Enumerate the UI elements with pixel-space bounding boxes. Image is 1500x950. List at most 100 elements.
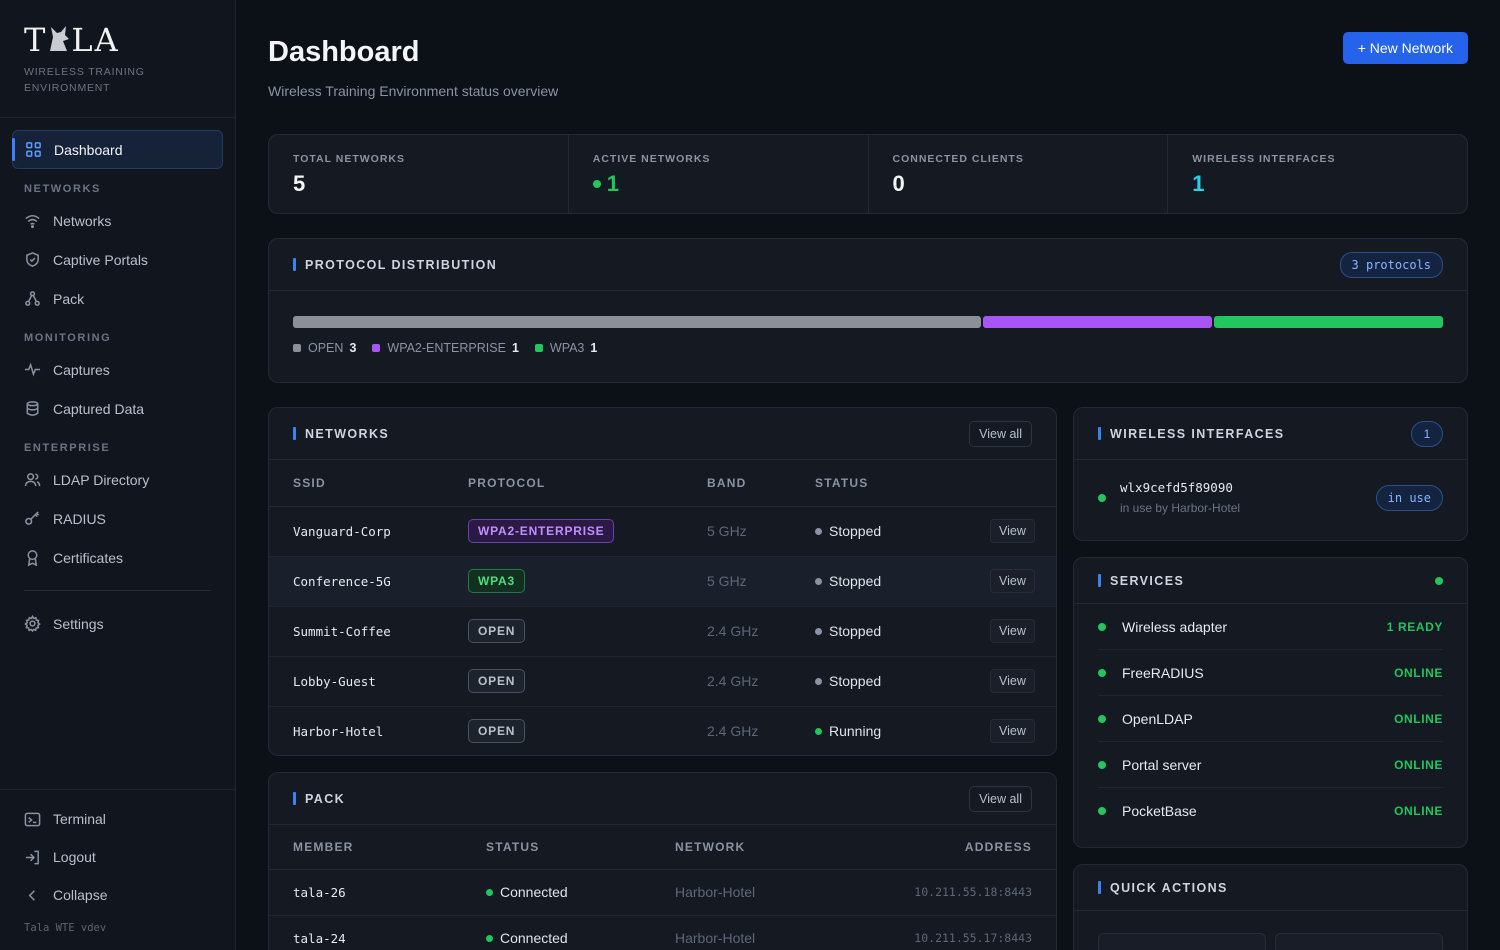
cell-protocol: OPEN [444,706,683,756]
networks-view-all-button[interactable]: View all [969,420,1032,447]
services-panel: SERVICES Wireless adapter 1 READY FreeRA… [1073,557,1468,848]
sidebar-item-networks[interactable]: Networks [12,201,223,240]
nav-divider [24,590,211,591]
protocol-badge: OPEN [468,619,526,643]
nodes-icon [25,291,40,306]
status-text: Stopped [829,523,882,539]
cell-band: 2.4 GHz [707,723,759,740]
service-item: Wireless adapter 1 READY [1098,604,1443,650]
legend-item-wpa3: WPA3 1 [534,341,597,355]
stats-panel: TOTAL NETWORKS 5 ACTIVE NETWORKS 1 CONNE… [268,134,1468,214]
pack-panel: PACK View all MEMBER STATUS NETWORK ADDR… [268,772,1057,950]
sidebar-item-pack[interactable]: Pack [12,279,223,318]
column-header-protocol[interactable]: PROTOCOL [444,460,683,507]
view-network-button[interactable]: View [990,519,1035,543]
table-row[interactable]: tala-26 Connected Harbor-Hotel 10.211.55… [269,869,1056,916]
cell-network: Harbor-Hotel [651,869,808,916]
table-row[interactable]: Lobby-Guest OPEN 2.4 GHz Stopped View [269,656,1056,707]
stat-value: 0 [893,171,1144,197]
main-content: Dashboard Wireless Training Environment … [236,0,1500,950]
view-network-button[interactable]: View [990,719,1035,744]
interface-name: wlx9cefd5f89090 [1120,480,1233,495]
pack-table: MEMBER STATUS NETWORK ADDRESS tala-26 Co… [269,825,1056,950]
cell-member: tala-26 [269,869,462,916]
sidebar-item-captures[interactable]: Captures [12,350,223,389]
stat-label: CONNECTED CLIENTS [892,153,1024,165]
cell-ssid: Summit-Coffee [269,606,444,657]
cell-ssid: Conference-5G [269,556,444,607]
table-row[interactable]: Vanguard-Corp WPA2-ENTERPRISE 5 GHz Stop… [269,506,1056,557]
column-header-network[interactable]: NETWORK [651,825,808,870]
interface-item[interactable]: wlx9cefd5f89090 in use by Harbor-Hotel i… [1098,480,1443,515]
panel-header: NETWORKS View all [269,408,1056,460]
sidebar-item-label: Collapse [53,887,108,903]
sidebar-item-label: Certificates [53,549,124,566]
sidebar-item-collapse[interactable]: Collapse [12,876,223,914]
quick-action-button[interactable] [1275,933,1443,950]
status-dot [1098,760,1106,769]
sidebar-item-ldap[interactable]: LDAP Directory [12,460,223,499]
page-subtitle: Wireless Training Environment status ove… [268,83,559,99]
view-network-button[interactable]: View [990,569,1035,593]
column-header-status[interactable]: STATUS [462,825,651,870]
legend-count: 1 [511,341,519,355]
stat-number: 5 [293,171,306,196]
cell-actions: View [966,506,1056,557]
column-header-actions [966,460,1056,507]
cell-address: 10.211.55.18:8443 [807,869,1056,916]
column-header-address[interactable]: ADDRESS [807,825,1056,870]
protocol-bar [293,316,1443,328]
sidebar-item-radius[interactable]: RADIUS [12,499,223,538]
legend-swatch [534,344,543,352]
stat-number: 1 [1192,171,1205,196]
protocol-legend: OPEN 3 WPA2-ENTERPRISE 1 WPA3 1 [293,341,597,355]
view-network-button[interactable]: View [990,619,1035,643]
panel-header: PACK View all [269,773,1056,825]
quick-action-button[interactable] [1098,933,1266,950]
cell-protocol: WPA3 [444,556,683,607]
panel-title: PACK [293,792,345,806]
table-header-row: MEMBER STATUS NETWORK ADDRESS [269,825,1056,870]
cell-band: 2.4 GHz [683,606,791,657]
key-icon [25,511,40,525]
sidebar-item-settings[interactable]: Settings [12,604,223,643]
table-row[interactable]: Summit-Coffee OPEN 2.4 GHz Stopped View [269,606,1056,657]
column-header-member[interactable]: MEMBER [269,825,462,870]
legend-swatch [372,344,381,352]
brand-logo[interactable]: T LA [24,22,211,58]
sidebar-item-terminal[interactable]: Terminal [12,800,223,838]
cell-actions: View [966,706,1056,756]
column-header-band[interactable]: BAND [683,460,791,507]
stat-value: 1 [1192,171,1443,197]
protocol-badge: WPA3 [468,569,525,593]
new-network-button[interactable]: + New Network [1342,32,1468,64]
status-dot [486,888,493,896]
sidebar-item-captive-portals[interactable]: Captive Portals [12,240,223,279]
table-row[interactable]: tala-24 Connected Harbor-Hotel 10.211.55… [269,915,1056,950]
status-text: Running [829,723,882,740]
sidebar-item-captured-data[interactable]: Captured Data [12,389,223,428]
cell-protocol: OPEN [444,656,683,707]
legend-count: 3 [349,341,357,355]
terminal-icon [24,812,41,826]
sidebar-item-dashboard[interactable]: Dashboard [12,130,223,169]
sidebar-item-logout[interactable]: Logout [12,838,223,876]
panel-title: WIRELESS INTERFACES [1098,427,1285,441]
status-dot [1098,807,1106,815]
stat-wireless-interfaces: WIRELESS INTERFACES 1 [1168,135,1467,213]
column-header-ssid[interactable]: SSID [269,460,444,507]
column-header-status[interactable]: STATUS [791,460,966,507]
cell-status: Connected [462,869,651,916]
pack-view-all-button[interactable]: View all [969,785,1032,812]
legend-item-wpa2-enterprise: WPA2-ENTERPRISE 1 [372,341,519,355]
sidebar-item-certificates[interactable]: Certificates [12,538,223,577]
status-text: Stopped [829,573,882,589]
table-row[interactable]: Conference-5G WPA3 5 GHz Stopped View [269,556,1056,607]
brand-logo-text-start: T [24,21,48,59]
table-row[interactable]: Harbor-Hotel OPEN 2.4 GHz Running View [269,706,1056,756]
cell-ssid: Lobby-Guest [269,656,444,707]
protocol-badge: OPEN [468,719,526,744]
view-network-button[interactable]: View [990,669,1035,693]
status-dot [815,727,822,735]
panel-header: WIRELESS INTERFACES 1 [1074,408,1467,460]
